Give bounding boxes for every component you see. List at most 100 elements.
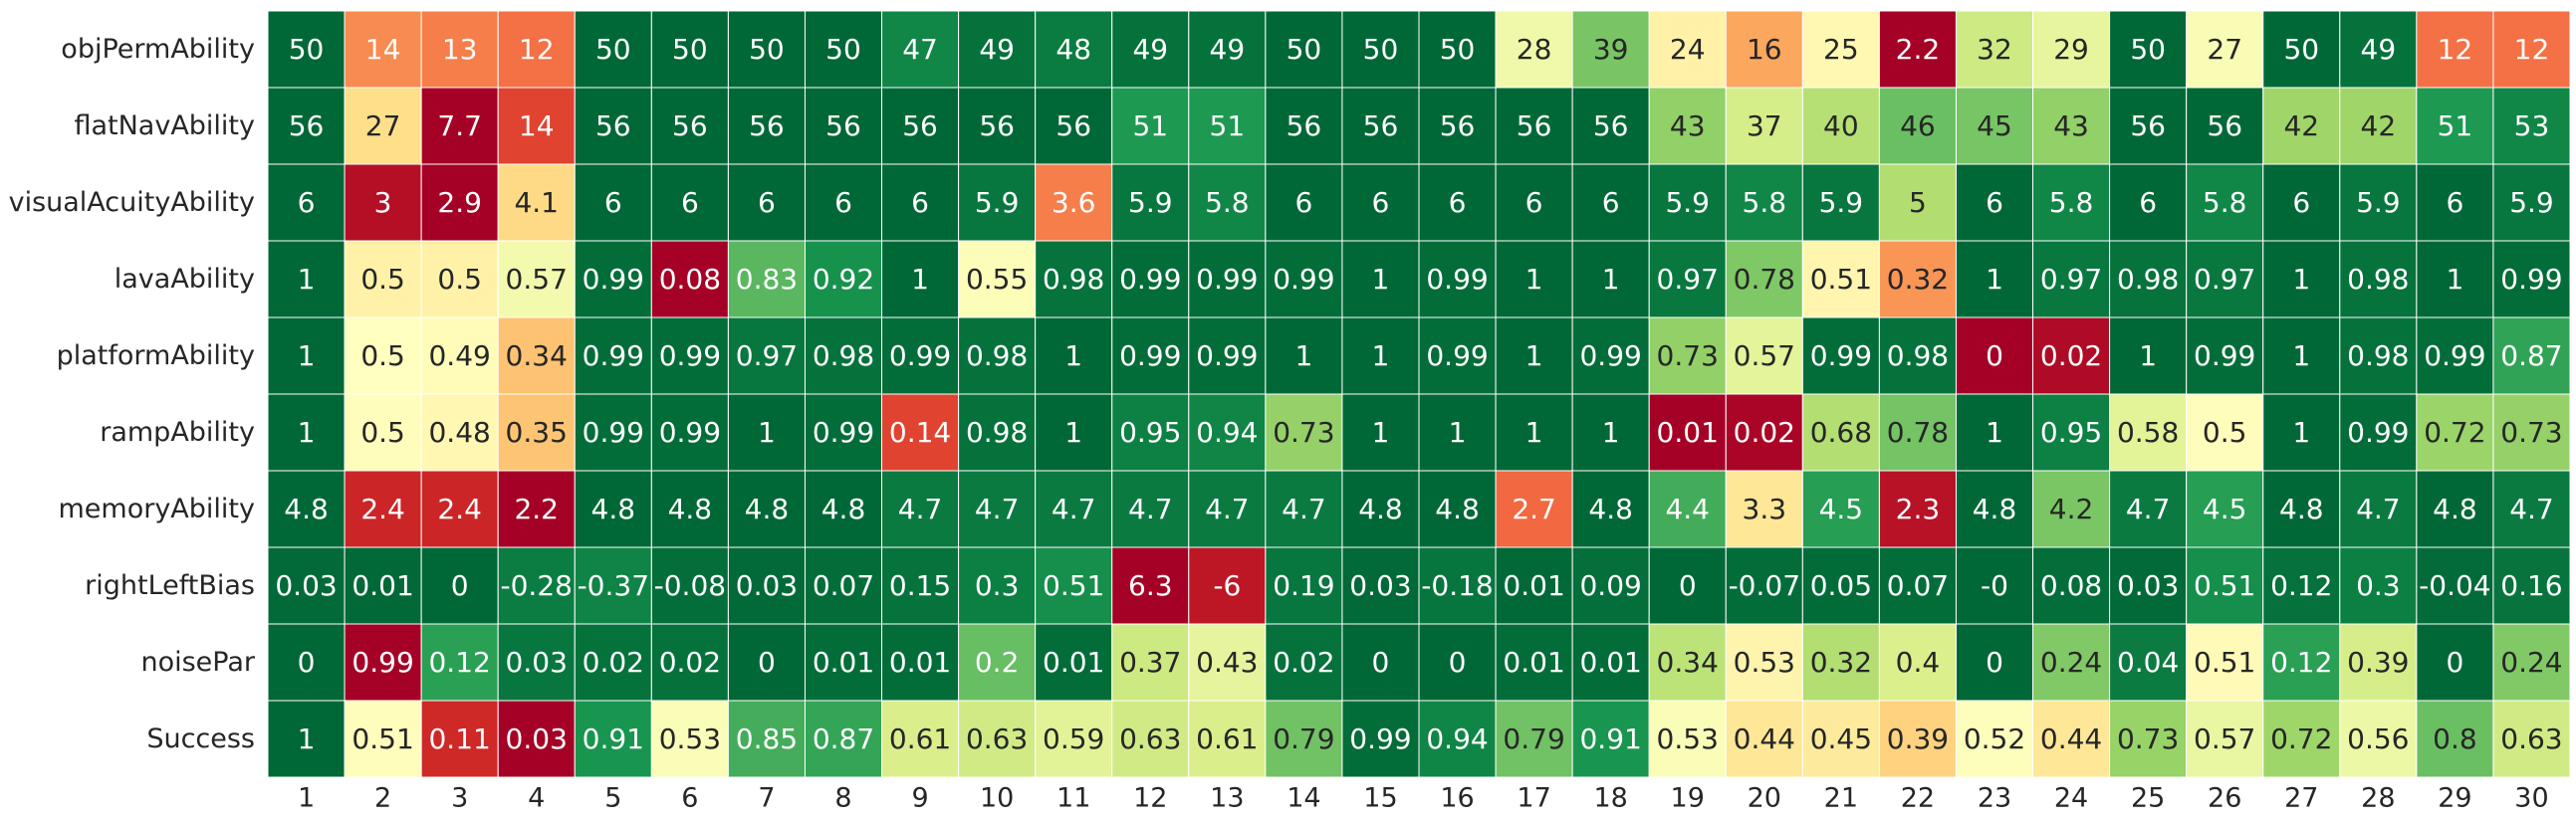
column-label-24: 24 — [2054, 783, 2088, 814]
heatmap-cell-objPermAbility-8 — [804, 10, 883, 89]
heatmap-cell-noisePar-4 — [497, 623, 576, 702]
heatmap-cell-visualAcuityAbility-12 — [1111, 163, 1190, 242]
heatmap-cell-noisePar-16 — [1418, 623, 1497, 702]
heatmap-cell-memoryAbility-13 — [1188, 470, 1267, 548]
heatmap-cell-platformAbility-30 — [2492, 316, 2571, 395]
heatmap-cell-flatNavAbility-26 — [2186, 87, 2264, 165]
heatmap-cell-value: 0.14 — [889, 416, 951, 449]
heatmap-cell-value: 0.53 — [1734, 646, 1795, 679]
heatmap-cell-value: 4.8 — [2279, 493, 2324, 525]
column-label-23: 23 — [1978, 783, 2011, 814]
heatmap-cell-value: 0.05 — [1810, 569, 1872, 602]
heatmap-cell-labels: 50 14 13 12 50 50 50 50 47 49 48 49 49 50 50 50 28 39 24 16… — [275, 33, 2562, 755]
heatmap-cell-value: 6 — [1525, 186, 1543, 219]
heatmap-cell-value: 0.94 — [1426, 722, 1488, 755]
heatmap-cell-noisePar-22 — [1878, 623, 1957, 702]
heatmap-cell-value: 12 — [2438, 33, 2473, 66]
heatmap-cell-rightLeftBias-20 — [1725, 546, 1803, 625]
heatmap-cell-value: 1 — [1064, 416, 1082, 449]
column-label-17: 17 — [1517, 783, 1550, 814]
heatmap-cell-lavaAbility-30 — [2492, 240, 2571, 318]
heatmap-cell-value: 0.3 — [975, 569, 1020, 602]
heatmap-cell-value: 0.5 — [437, 263, 482, 296]
heatmap-cell-flatNavAbility-8 — [804, 87, 883, 165]
heatmap-cell-value: 0.53 — [1657, 722, 1719, 755]
heatmap-cell-lavaAbility-19 — [1648, 240, 1727, 318]
heatmap-cell-value: 49 — [1132, 33, 1168, 66]
heatmap-cell-value: 6 — [2292, 186, 2310, 219]
heatmap-cell-value: 56 — [2207, 109, 2242, 142]
heatmap-cell-rightLeftBias-16 — [1418, 546, 1497, 625]
heatmap-cell-value: 4.4 — [1665, 493, 1710, 525]
heatmap-cell-value: 3.6 — [1052, 186, 1096, 219]
heatmap-cell-memoryAbility-10 — [958, 470, 1037, 548]
heatmap-cell-lavaAbility-17 — [1495, 240, 1573, 318]
heatmap-cell-value: 4.7 — [2126, 493, 2171, 525]
heatmap-cell-rampAbility-7 — [727, 393, 806, 472]
heatmap-cell-value: 53 — [2514, 109, 2550, 142]
heatmap-cell-visualAcuityAbility-9 — [881, 163, 960, 242]
heatmap-cell-platformAbility-26 — [2186, 316, 2264, 395]
heatmap-cell-value: 0.87 — [813, 722, 874, 755]
heatmap-cell-visualAcuityAbility-17 — [1495, 163, 1573, 242]
heatmap-cell-value: 0.99 — [351, 646, 413, 679]
heatmap-cell-value: 0.61 — [889, 722, 951, 755]
heatmap-cell-value: 7.7 — [437, 109, 482, 142]
heatmap-cell-visualAcuityAbility-26 — [2186, 163, 2264, 242]
heatmap-cell-value: 50 — [2130, 33, 2166, 66]
heatmap-cell-value: 4.8 — [1973, 493, 2017, 525]
heatmap-cell-platformAbility-1 — [267, 316, 346, 395]
heatmap-cell-value: 3 — [374, 186, 392, 219]
heatmap-cell-value: 0.01 — [351, 569, 413, 602]
heatmap-cell-flatNavAbility-6 — [650, 87, 729, 165]
heatmap-cell-value: 0.12 — [2270, 569, 2332, 602]
heatmap-cell-objPermAbility-22 — [1878, 10, 1957, 89]
heatmap-cell-value: 1 — [911, 263, 929, 296]
heatmap-cell-value: 0.99 — [2194, 339, 2255, 372]
row-label-noisePar: noisePar — [140, 647, 255, 678]
heatmap-cell-value: 0.5 — [360, 339, 405, 372]
row-label-rightLeftBias: rightLeftBias — [85, 570, 255, 601]
heatmap-cell-platformAbility-6 — [650, 316, 729, 395]
heatmap-cell-objPermAbility-17 — [1495, 10, 1573, 89]
heatmap-cell-lavaAbility-18 — [1571, 240, 1650, 318]
heatmap-cell-visualAcuityAbility-25 — [2109, 163, 2188, 242]
heatmap-cell-value: 0.5 — [360, 416, 405, 449]
heatmap-cell-memoryAbility-29 — [2416, 470, 2494, 548]
heatmap-cell-value: 56 — [1517, 109, 1552, 142]
column-label-27: 27 — [2284, 783, 2318, 814]
heatmap-cell-platformAbility-12 — [1111, 316, 1190, 395]
heatmap-cell-value: 0.79 — [1503, 722, 1564, 755]
heatmap-cell-value: 0.98 — [966, 339, 1028, 372]
heatmap-cell-noisePar-29 — [2416, 623, 2494, 702]
heatmap-cell-lavaAbility-22 — [1878, 240, 1957, 318]
row-label-objPermAbility: objPermAbility — [61, 34, 255, 65]
heatmap-cell-value: 1 — [1449, 416, 1467, 449]
heatmap-cell-value: 49 — [2361, 33, 2397, 66]
heatmap-cell-flatNavAbility-18 — [1571, 87, 1650, 165]
heatmap-cell-value: 0.98 — [813, 339, 874, 372]
heatmap-cell-objPermAbility-12 — [1111, 10, 1190, 89]
heatmap-cell-rampAbility-8 — [804, 393, 883, 472]
heatmap-cell-value: 0.03 — [2117, 569, 2179, 602]
heatmap-cell-value: 5.8 — [1743, 186, 1787, 219]
heatmap-cell-value: 47 — [902, 33, 938, 66]
heatmap-cell-value: 14 — [365, 33, 401, 66]
heatmap-cell-rampAbility-23 — [1955, 393, 2034, 472]
heatmap-cell-objPermAbility-21 — [1801, 10, 1880, 89]
heatmap-cell-value: 1 — [2139, 339, 2157, 372]
heatmap-cell-platformAbility-2 — [344, 316, 422, 395]
heatmap-cell-Success-13 — [1188, 700, 1267, 778]
heatmap-cell-value: 0.2 — [975, 646, 1020, 679]
heatmap-cell-Success-30 — [2492, 700, 2571, 778]
heatmap-cell-value: 0.98 — [2347, 263, 2409, 296]
heatmap-cell-Success-11 — [1035, 700, 1113, 778]
heatmap-cell-value: 56 — [289, 109, 325, 142]
heatmap-cell-lavaAbility-11 — [1035, 240, 1113, 318]
heatmap-cell-value: 0.51 — [1810, 263, 1872, 296]
column-label-15: 15 — [1363, 783, 1397, 814]
heatmap-cell-value: 50 — [1287, 33, 1322, 66]
heatmap-cell-value: 28 — [1517, 33, 1552, 66]
heatmap-cell-value: 0.98 — [1887, 339, 1949, 372]
heatmap-cell-value: 1 — [1986, 416, 2003, 449]
